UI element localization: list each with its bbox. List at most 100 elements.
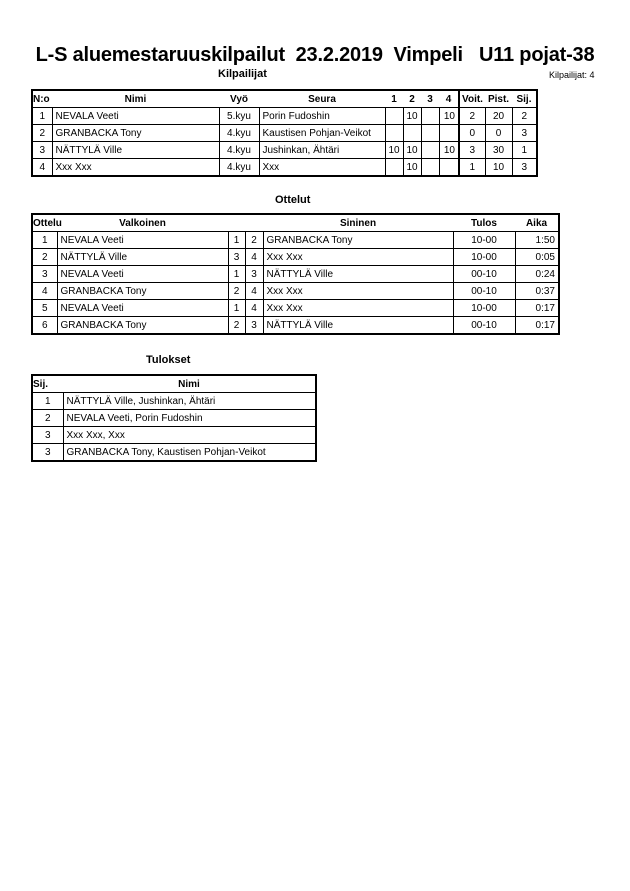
- table-cell: 3: [31, 426, 64, 444]
- table-cell: Xxx Xxx: [262, 299, 454, 317]
- table-cell: Xxx Xxx: [262, 248, 454, 266]
- table-cell: NEVALA Veeti: [56, 231, 229, 249]
- table-cell: Porin Fudoshin: [258, 107, 386, 125]
- table-cell: 4: [31, 158, 53, 177]
- table-cell: 3: [244, 265, 264, 283]
- page-title: L-S aluemestaruuskilpailut 23.2.2019 Vim…: [35, 44, 595, 66]
- table-cell: 1: [31, 107, 53, 125]
- table-row: 3 NÄTTYLÄ Ville 4.kyu Jushinkan, Ähtäri 10 10…: [31, 141, 538, 159]
- table-row: 2 GRANBACKA Tony 4.kyu Kaustisen Pohjan-Vei…: [31, 124, 538, 142]
- table-cell: 3: [244, 316, 264, 335]
- column-header: Pist.: [487, 93, 510, 105]
- table-cell: 0: [458, 124, 486, 142]
- column-header: Tulos: [471, 217, 497, 229]
- table-cell: 0:17: [514, 316, 560, 335]
- table-cell: GRANBACKA Tony: [56, 316, 229, 335]
- table-cell: NEVALA Veeti: [56, 265, 229, 283]
- table-cell: 1: [31, 231, 58, 249]
- table-cell: [420, 141, 440, 159]
- table-cell: 10: [484, 158, 513, 177]
- results-table: Sij. Nimi 1 NÄTTYLÄ Ville, Jushinkan, Ähtär…: [31, 374, 317, 462]
- column-header: 4: [445, 93, 452, 105]
- competitors-table: N:o Nimi Vyö Seura 1 2 3 4 Voit. Pist. Sij. 1 NEVALA…: [31, 89, 538, 177]
- table-row: 3 Xxx Xxx, Xxx: [31, 426, 317, 444]
- table-cell: 10-00: [452, 231, 516, 249]
- table-row: 1 NEVALA Veeti 5.kyu Porin Fudoshin 10 10 2 20 2: [31, 107, 538, 125]
- table-cell: 4: [244, 248, 264, 266]
- table-cell: 0:05: [514, 248, 560, 266]
- table-cell: NÄTTYLÄ Ville: [51, 141, 220, 159]
- matches-heading: Ottelut: [275, 194, 311, 206]
- table-cell: [420, 124, 440, 142]
- competitors-heading: Kilpailijat: [218, 68, 267, 80]
- table-row: 5 NEVALA Veeti 1 4 Xxx Xxx 10-00 0:17: [31, 299, 560, 317]
- table-cell: 10: [438, 107, 460, 125]
- table-row: 3 NEVALA Veeti 1 3 NÄTTYLÄ Ville 00-10 0:24: [31, 265, 560, 283]
- table-cell: 3: [31, 141, 53, 159]
- table-cell: 5.kyu: [218, 107, 260, 125]
- column-header: Voit.: [458, 90, 485, 108]
- column-header: Sininen: [339, 217, 377, 229]
- table-cell: 3: [227, 248, 246, 266]
- table-cell: 3: [511, 124, 538, 142]
- column-header: [245, 214, 263, 232]
- table-cell: [438, 158, 460, 177]
- table-cell: 2: [31, 409, 64, 427]
- table-cell: 4: [244, 282, 264, 300]
- table-cell: Kaustisen Pohjan-Veikot: [258, 124, 386, 142]
- table-cell: 4.kyu: [218, 124, 260, 142]
- table-cell: 2: [31, 124, 53, 142]
- table-cell: 0:24: [514, 265, 560, 283]
- table-cell: 3: [458, 141, 486, 159]
- table-cell: 0: [484, 124, 513, 142]
- table-cell: 4.kyu: [218, 158, 260, 177]
- table-cell: NÄTTYLÄ Ville: [56, 248, 229, 266]
- table-cell: 00-10: [452, 316, 516, 335]
- table-cell: 1: [458, 158, 486, 177]
- table-cell: [384, 124, 404, 142]
- table-row: 4 Xxx Xxx 4.kyu Xxx 10 1 10 3: [31, 158, 538, 177]
- table-cell: Xxx: [258, 158, 386, 177]
- table-cell: 1: [511, 141, 538, 159]
- table-cell: 2: [227, 282, 246, 300]
- table-cell: 0:17: [514, 299, 560, 317]
- matches-table: Ottelu Valkoinen Sininen Tulos Aika 1 NEVALA V…: [31, 213, 560, 335]
- results-heading: Tulokset: [146, 354, 191, 366]
- table-cell: NÄTTYLÄ Ville: [262, 265, 454, 283]
- table-cell: 4: [244, 299, 264, 317]
- table-cell: 2: [511, 107, 538, 125]
- table-cell: 3: [31, 265, 58, 283]
- table-cell: 30: [484, 141, 513, 159]
- table-cell: Xxx Xxx: [51, 158, 220, 177]
- column-header: Nimi: [178, 378, 200, 390]
- table-cell: 10-00: [452, 299, 516, 317]
- column-header: 2: [409, 93, 415, 105]
- table-cell: NEVALA Veeti, Porin Fudoshin: [62, 409, 317, 427]
- column-header: 1: [391, 93, 397, 105]
- table-cell: 1:50: [514, 231, 560, 249]
- column-header: Nimi: [124, 93, 147, 105]
- table-cell: 2: [244, 231, 264, 249]
- table-cell: 1: [227, 299, 246, 317]
- table-row: 4 GRANBACKA Tony 2 4 Xxx Xxx 00-10 0:37: [31, 282, 560, 300]
- table-cell: [384, 107, 404, 125]
- table-cell: NEVALA Veeti: [51, 107, 220, 125]
- table-cell: 5: [31, 299, 58, 317]
- column-header: Valkoinen: [119, 217, 166, 229]
- table-cell: 10: [402, 107, 422, 125]
- table-cell: 10: [438, 141, 460, 159]
- table-cell: 10: [402, 141, 422, 159]
- table-cell: 2: [458, 107, 486, 125]
- table-row: 1 NÄTTYLÄ Ville, Jushinkan, Ähtäri: [31, 392, 317, 410]
- table-cell: 4: [31, 282, 58, 300]
- table-cell: Xxx Xxx, Xxx: [62, 426, 317, 444]
- table-row: 2 NÄTTYLÄ Ville 3 4 Xxx Xxx 10-00 0:05: [31, 248, 560, 266]
- column-header: Seura: [308, 93, 336, 105]
- table-cell: 1: [227, 231, 246, 249]
- column-header: Sij.: [516, 93, 532, 105]
- table-cell: 0:37: [514, 282, 560, 300]
- table-cell: 1: [227, 265, 246, 283]
- table-cell: [420, 107, 440, 125]
- table-cell: [438, 124, 460, 142]
- table-row: 6 GRANBACKA Tony 2 3 NÄTTYLÄ Ville 00-10 0:17: [31, 316, 560, 335]
